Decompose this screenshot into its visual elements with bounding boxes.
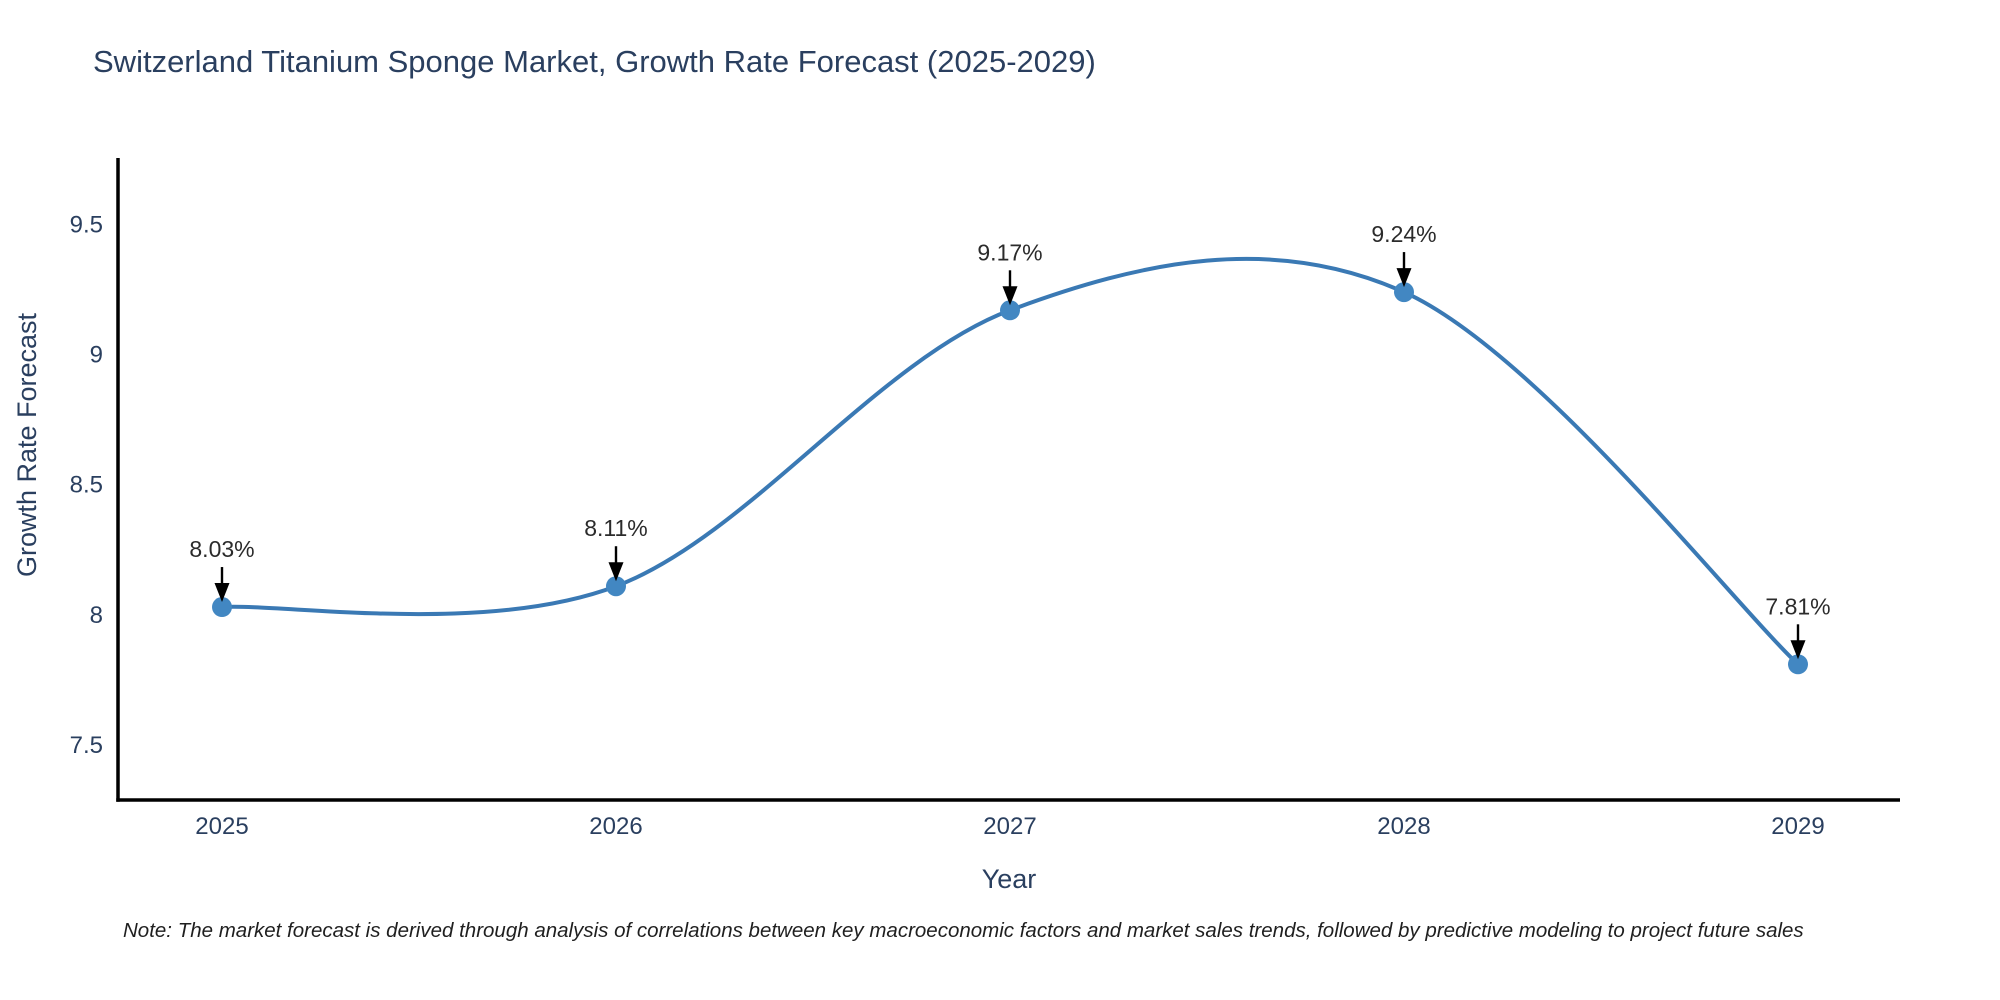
data-point-marker[interactable]	[1788, 654, 1808, 675]
data-point-marker[interactable]	[1394, 282, 1414, 303]
footnote: Note: The market forecast is derived thr…	[123, 919, 1804, 942]
annotation-arrowhead-icon	[1396, 268, 1412, 288]
x-axis-title: Year	[982, 864, 1037, 894]
y-tick-label: 8	[90, 602, 103, 629]
annotation-arrowhead-icon	[1790, 640, 1806, 660]
data-point-marker[interactable]	[606, 576, 626, 597]
annotation-arrowhead-icon	[608, 562, 624, 582]
annotation-arrowhead-icon	[214, 583, 230, 603]
data-point-marker[interactable]	[212, 597, 232, 618]
annotation-label: 9.24%	[1371, 221, 1436, 247]
y-tick-label: 8.5	[70, 472, 103, 499]
data-point-marker[interactable]	[1000, 300, 1020, 321]
x-tick-label: 2028	[1377, 813, 1430, 840]
annotation-label: 8.03%	[189, 536, 254, 562]
y-tick-label: 9	[90, 342, 103, 369]
x-tick-label: 2025	[195, 813, 248, 840]
y-axis-title: Growth Rate Forecast	[12, 312, 42, 577]
y-tick-label: 9.5	[70, 211, 103, 238]
annotation-label: 9.17%	[977, 239, 1042, 265]
annotation-label: 7.81%	[1765, 593, 1830, 619]
annotation-label: 8.11%	[584, 515, 648, 541]
chart-title: Switzerland Titanium Sponge Market, Grow…	[93, 44, 1096, 79]
y-tick-label: 7.5	[70, 732, 103, 759]
x-tick-label: 2026	[589, 813, 642, 840]
x-tick-label: 2029	[1771, 813, 1824, 840]
annotation-arrowhead-icon	[1002, 286, 1018, 306]
x-tick-label: 2027	[983, 813, 1036, 840]
